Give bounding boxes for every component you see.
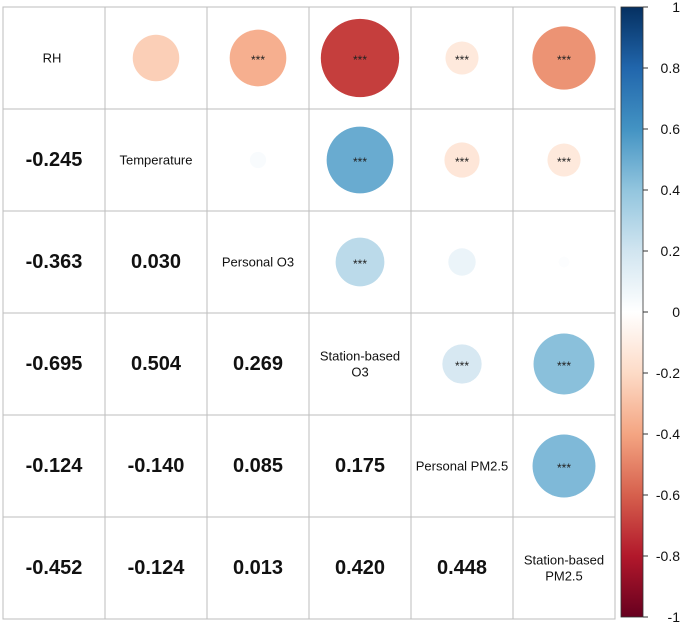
correlation-circle: [444, 142, 480, 178]
colorbar-gradient: [620, 6, 644, 618]
colorbar-tick-label: 0.2: [661, 243, 681, 259]
correlation-value: -0.124: [128, 557, 186, 579]
variable-label: RH: [43, 51, 62, 66]
correlation-circle: [132, 34, 180, 82]
variable-label: Station-based: [524, 553, 604, 568]
correlation-circle: [442, 344, 482, 384]
correlation-value: -0.363: [26, 251, 83, 273]
correlation-circle: [448, 248, 476, 276]
significance-mark: ***: [557, 359, 571, 373]
significance-mark: ***: [353, 53, 367, 67]
correlation-value: 0.448: [437, 557, 487, 579]
variable-label: Station-based: [320, 349, 400, 364]
colorbar-tick-label: 0.6: [661, 121, 681, 137]
colorbar-tick-label: -1: [668, 609, 681, 625]
significance-mark: ***: [455, 53, 469, 67]
correlation-circle: [532, 26, 596, 90]
correlation-value: 0.013: [233, 557, 283, 579]
correlation-circle: [335, 237, 385, 287]
correlation-circle: [249, 151, 267, 169]
colorbar-tick-label: -0.2: [656, 365, 680, 381]
correlation-value: 0.504: [131, 353, 182, 375]
colorbar-tick-label: -0.8: [656, 548, 680, 564]
significance-mark: ***: [353, 155, 367, 169]
correlation-circle: [320, 18, 400, 98]
significance-mark: ***: [557, 461, 571, 475]
colorbar-tick-label: 1: [672, 0, 680, 15]
colorbar-tick-label: 0: [672, 304, 680, 320]
colorbar: 1 0.8 0.6 0.4 0.2 0 -0.2 -0.4 -0.6 -0.8 -1: [620, 0, 681, 625]
significance-mark: ***: [251, 53, 265, 67]
correlation-value: 0.420: [335, 557, 385, 579]
variable-label: O3: [351, 365, 368, 380]
correlation-value: 0.030: [131, 251, 181, 273]
correlation-value: -0.695: [26, 353, 83, 375]
significance-mark: ***: [455, 359, 469, 373]
variable-label: PM2.5: [545, 569, 583, 584]
variable-label: Temperature: [120, 153, 193, 168]
correlation-circle: [533, 333, 595, 395]
cells: RH *** *** *** *** -0.245 Temperature *** *** ***…: [26, 18, 604, 584]
correlation-value: -0.140: [128, 455, 185, 477]
significance-mark: ***: [353, 257, 367, 271]
correlation-circle: [445, 41, 479, 75]
correlation-value: 0.085: [233, 455, 283, 477]
correlation-circle: [532, 434, 596, 498]
grid-cell: [512, 516, 616, 620]
colorbar-tick-label: 0.4: [661, 182, 681, 198]
correlation-value: 0.269: [233, 353, 283, 375]
variable-label: Personal O3: [222, 255, 294, 270]
grid: [2, 6, 616, 620]
significance-mark: ***: [455, 155, 469, 169]
correlation-value: -0.124: [26, 455, 84, 477]
correlation-circle: [229, 29, 287, 87]
colorbar-tick-label: -0.4: [656, 426, 680, 442]
correlation-circle: [547, 143, 581, 177]
colorbar-tick-label: 0.8: [661, 60, 681, 76]
correlation-value: -0.452: [26, 557, 83, 579]
correlation-value: -0.245: [26, 149, 83, 171]
colorbar-tick-label: -0.6: [656, 487, 680, 503]
correlation-circle: [558, 256, 570, 268]
correlation-value: 0.175: [335, 455, 385, 477]
variable-label: Personal PM2.5: [416, 459, 509, 474]
significance-mark: ***: [557, 53, 571, 67]
correlation-circle: [326, 126, 394, 194]
significance-mark: ***: [557, 155, 571, 169]
